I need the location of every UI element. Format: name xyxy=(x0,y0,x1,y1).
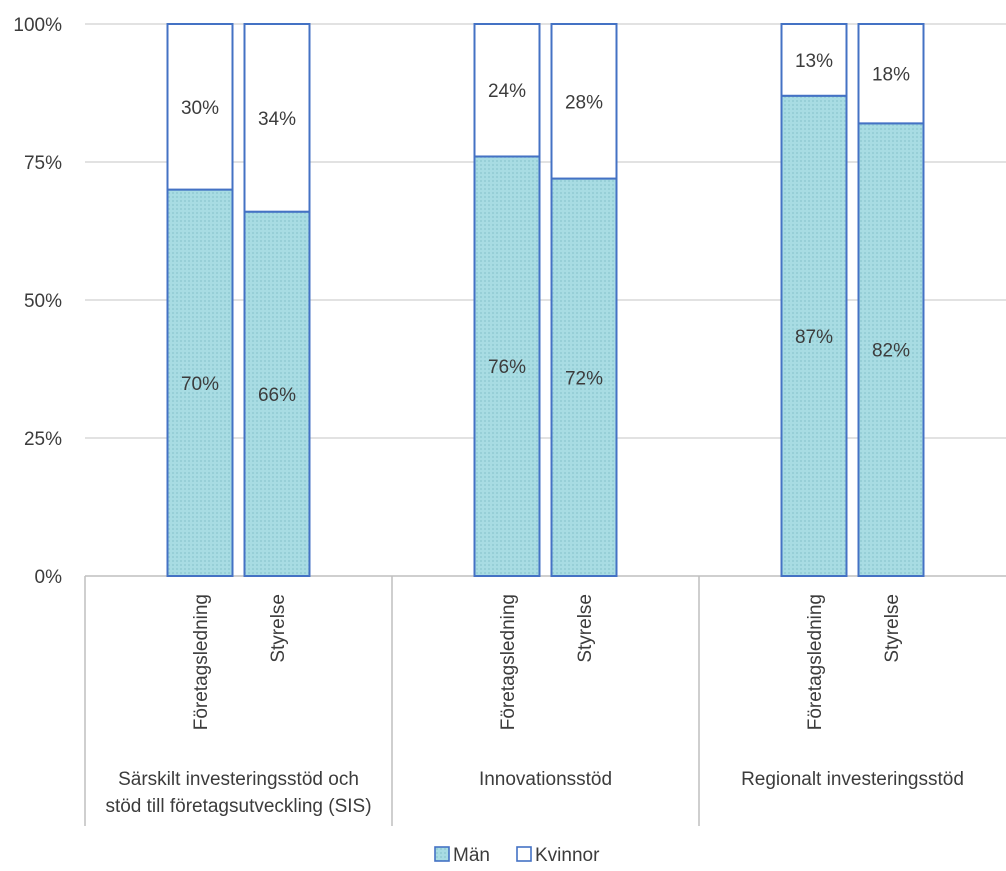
axes: 0% 25% 50% 75% 100% xyxy=(13,15,1006,826)
legend: Män Kvinnor xyxy=(434,845,600,866)
category-label: Företagsledning xyxy=(805,594,826,730)
bar-woman xyxy=(550,23,618,180)
bar-woman xyxy=(780,23,848,97)
data-label-man: 87% xyxy=(795,327,833,348)
data-label-woman: 24% xyxy=(488,81,526,102)
data-labels: 70% 30% 66% 34% 76% 24% 72% 28% 87% 13% 82% 18% xyxy=(181,51,910,406)
bar-woman xyxy=(473,23,541,158)
category-label: Styrelse xyxy=(268,594,289,663)
bar-woman xyxy=(243,23,311,213)
bar-woman xyxy=(857,23,925,125)
legend-label: Män xyxy=(453,845,490,866)
data-label-woman: 34% xyxy=(258,109,296,130)
data-label-man: 70% xyxy=(181,374,219,395)
group-label: Särskilt investeringsstöd och xyxy=(118,769,359,790)
category-label: Företagsledning xyxy=(191,594,212,730)
data-label-man: 72% xyxy=(565,368,603,389)
data-label-man: 82% xyxy=(872,341,910,362)
bar-man xyxy=(473,155,541,577)
y-tick-label: 0% xyxy=(35,567,63,588)
category-label: Företagsledning xyxy=(498,594,519,730)
category-label: Styrelse xyxy=(575,594,596,663)
data-label-woman: 30% xyxy=(181,98,219,119)
y-tick-label: 50% xyxy=(24,291,62,312)
group-label: stöd till företagsutveckling (SIS) xyxy=(105,796,371,817)
category-label: Styrelse xyxy=(882,594,903,663)
bar-man xyxy=(780,94,848,577)
group-label: Regionalt investeringsstöd xyxy=(741,769,964,790)
data-label-woman: 13% xyxy=(795,51,833,72)
data-label-woman: 28% xyxy=(565,92,603,113)
gridlines xyxy=(85,23,1006,439)
legend-label: Kvinnor xyxy=(535,845,600,866)
y-tick-label: 25% xyxy=(24,429,62,450)
category-labels: Företagsledning Styrelse Särskilt invester… xyxy=(105,594,963,817)
bar-man xyxy=(857,122,925,578)
y-tick-label: 100% xyxy=(13,15,62,36)
bar-man xyxy=(550,177,618,577)
legend-swatch xyxy=(516,846,532,862)
bar-woman xyxy=(166,23,234,191)
data-label-man: 66% xyxy=(258,385,296,406)
y-tick-label: 75% xyxy=(24,153,62,174)
data-label-woman: 18% xyxy=(872,65,910,86)
group-label: Innovationsstöd xyxy=(479,769,612,790)
legend-swatch xyxy=(434,846,450,862)
data-label-man: 76% xyxy=(488,357,526,378)
bars xyxy=(166,23,925,578)
